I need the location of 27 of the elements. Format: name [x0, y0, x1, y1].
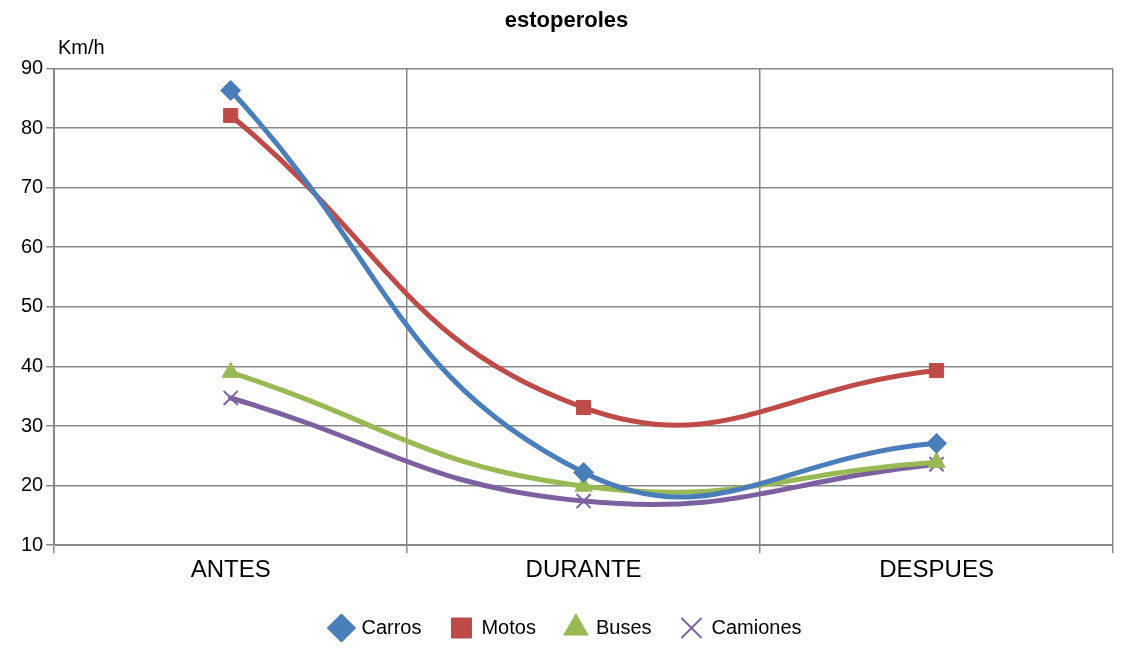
y-tick-label: 80 [21, 115, 44, 138]
point [222, 389, 239, 407]
legend-label: Motos [481, 615, 536, 638]
y-tick-label: 90 [21, 55, 44, 78]
point [928, 363, 945, 379]
y-tick-label: 40 [21, 353, 44, 376]
x-tick-label: DESPUES [879, 555, 994, 583]
legend-label: Buses [595, 615, 652, 638]
legend-label: Camiones [711, 615, 802, 638]
point [928, 456, 945, 473]
y-tick-label: 30 [21, 413, 44, 436]
y-axis-title: Km/h [58, 35, 105, 58]
y-tick-label: 20 [21, 473, 44, 496]
point [573, 461, 595, 483]
y-tick-label: 50 [21, 294, 44, 317]
chart-title: estoperoles [504, 7, 629, 33]
point [926, 432, 948, 454]
y-tick-label: 70 [21, 175, 44, 198]
point [576, 399, 592, 416]
y-tick-label: 60 [21, 234, 44, 257]
legend-label: Carros [361, 615, 422, 638]
y-tick-label: 10 [21, 532, 44, 555]
point [575, 493, 592, 510]
x-tick-label: DURANTE [525, 555, 642, 583]
x-tick-label: ANTES [190, 555, 271, 583]
point [220, 79, 242, 101]
point [223, 107, 239, 124]
